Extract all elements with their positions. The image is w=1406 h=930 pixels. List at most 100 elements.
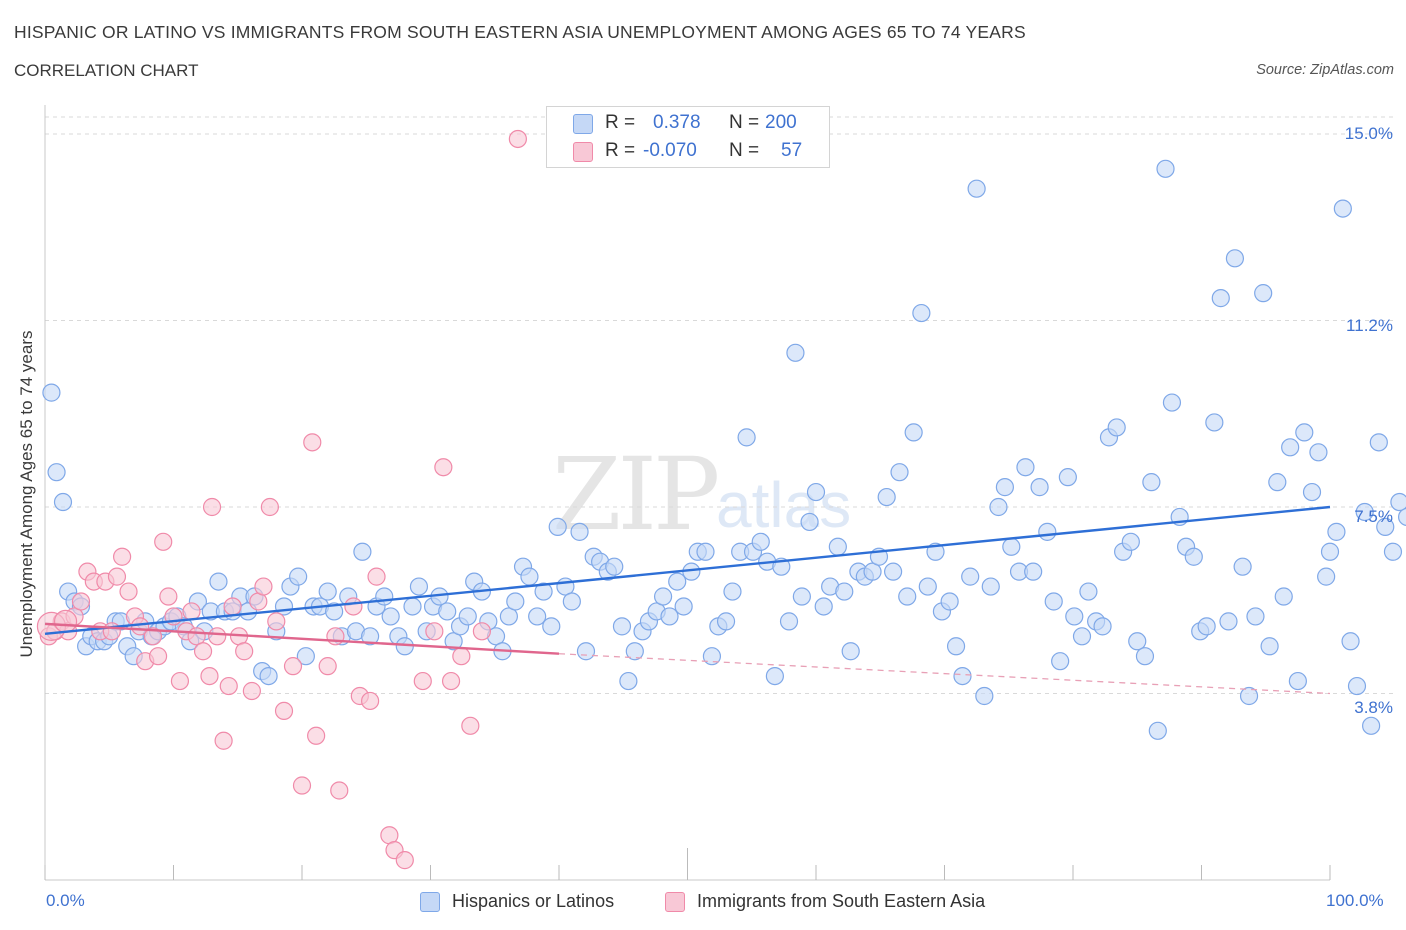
data-point (1211, 289, 1230, 308)
data-point (1295, 423, 1314, 442)
data-point (182, 602, 201, 621)
source-note: Source: ZipAtlas.com (1256, 62, 1394, 78)
legend-n-label: N = (729, 140, 760, 161)
data-point (660, 607, 679, 626)
data-point (1065, 607, 1084, 626)
data-point (381, 607, 400, 626)
data-point (438, 602, 457, 621)
data-point (1205, 413, 1224, 432)
data-point (1058, 468, 1077, 487)
series-legend: Hispanics or Latinos Immigrants from Sou… (0, 890, 1406, 916)
data-point (806, 482, 826, 502)
data-point (452, 647, 471, 666)
data-point (912, 303, 931, 323)
data-point (367, 567, 386, 586)
data-point (1197, 617, 1216, 636)
axes (44, 105, 1331, 881)
data-point (967, 179, 986, 198)
data-point (940, 592, 959, 611)
data-point (981, 577, 1000, 596)
legend-n-value: 200 (765, 112, 797, 133)
data-point (1156, 159, 1175, 178)
data-point (1079, 582, 1098, 601)
data-point (1030, 478, 1049, 497)
data-point (1369, 433, 1388, 452)
watermark-atlas: atlas (716, 469, 852, 541)
legend-row-hispanics: R = 0.378 N = 200 (547, 111, 829, 137)
data-point (548, 517, 567, 536)
data-point (1016, 458, 1035, 477)
data-point (1038, 522, 1057, 541)
data-point (765, 666, 784, 686)
data-point (274, 701, 294, 721)
data-point (1355, 502, 1374, 522)
legend-r-label: R = (605, 112, 636, 133)
data-point (751, 532, 770, 551)
data-point (668, 572, 687, 591)
data-point (1162, 393, 1182, 412)
data-point (1274, 587, 1293, 606)
data-point (1051, 652, 1070, 671)
data-point (1317, 567, 1336, 586)
data-point (441, 671, 461, 691)
data-point (1309, 443, 1328, 462)
data-point (1142, 473, 1161, 492)
y-axis-title: Unemployment Among Ages 65 to 74 years (17, 330, 36, 658)
data-point (1002, 537, 1021, 556)
legend-swatch-pink (665, 892, 685, 912)
data-point (267, 612, 286, 631)
trend-line-immigrants-extension (558, 653, 1331, 695)
correlation-legend: R = 0.378 N = 200 R = -0.070 N = 57 (546, 106, 830, 168)
data-point (318, 582, 337, 601)
data-point (395, 851, 414, 870)
data-point (47, 463, 66, 482)
data-point (995, 478, 1014, 497)
data-point (786, 343, 805, 362)
y-tick-label: 3.8% (1354, 698, 1393, 717)
data-point (1390, 492, 1406, 512)
data-point (260, 497, 279, 517)
data-point (883, 562, 903, 581)
data-point (53, 492, 73, 512)
data-point (1148, 721, 1167, 740)
data-point (102, 622, 121, 641)
data-point (1072, 627, 1092, 646)
data-point (112, 547, 132, 566)
data-point (193, 642, 213, 661)
data-point (898, 587, 917, 606)
data-point (904, 423, 923, 442)
data-point (325, 602, 344, 621)
data-point (223, 597, 242, 616)
chart-subtitle: CORRELATION CHART (14, 61, 199, 80)
data-point (296, 647, 315, 666)
legend-r-value: -0.070 (643, 140, 697, 161)
trend-line-hispanics (44, 505, 1331, 636)
data-point (1333, 199, 1352, 218)
data-point (283, 657, 303, 676)
data-point (520, 567, 539, 586)
data-point (1268, 473, 1287, 492)
data-point (274, 597, 294, 616)
data-point (696, 542, 715, 561)
data-point (1254, 284, 1273, 303)
data-point (1327, 522, 1346, 541)
series-immigrants-points (36, 129, 527, 870)
data-point (292, 776, 312, 795)
data-point (975, 686, 994, 706)
y-tick-label: 15.0% (1344, 124, 1393, 143)
data-point (202, 497, 222, 517)
data-point (1260, 637, 1279, 656)
data-point (828, 537, 847, 556)
data-point (242, 681, 261, 701)
x-tick-label-start: 0.0% (46, 891, 85, 910)
data-point (403, 597, 422, 616)
data-point (1376, 517, 1395, 536)
y-tick-label: 7.5% (1354, 507, 1393, 526)
data-point (1044, 592, 1063, 611)
data-point (779, 612, 799, 631)
data-point (1281, 438, 1300, 457)
data-point (71, 592, 91, 611)
data-point (143, 627, 163, 646)
trend-line-immigrants (44, 622, 560, 655)
data-point (1246, 607, 1265, 626)
